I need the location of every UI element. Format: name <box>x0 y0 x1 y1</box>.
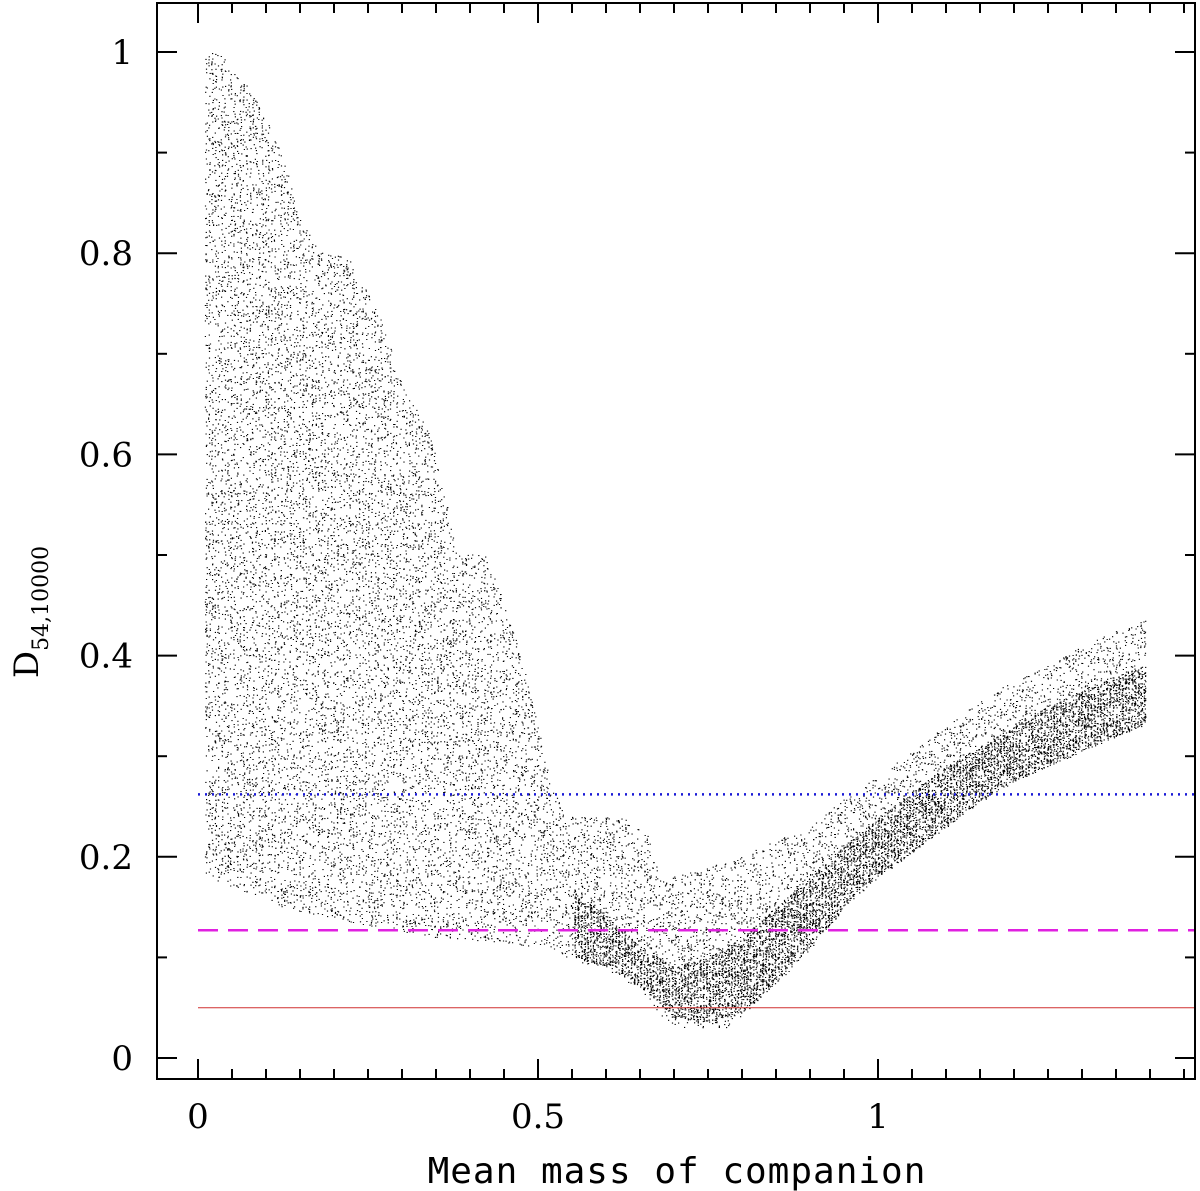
y-tick-label: 0 <box>111 1039 133 1079</box>
plot-frame <box>156 2 1196 1080</box>
y-axis-label-subscript: 54,10000 <box>29 546 54 651</box>
axis-ticks <box>157 3 1195 1079</box>
scatter-point-cloud <box>204 53 1147 1029</box>
x-axis-label: Mean mass of companion <box>428 1151 927 1191</box>
y-tick-label: 1 <box>111 33 133 73</box>
reference-lines <box>198 793 1194 1009</box>
y-tick-label: 0.6 <box>79 435 133 475</box>
y-axis-label-main: D <box>7 651 47 678</box>
x-tick-label: 0.5 <box>511 1097 565 1137</box>
y-tick-label: 0.8 <box>79 234 133 274</box>
x-tick-label: 0 <box>187 1097 209 1137</box>
y-tick-label: 0.4 <box>79 637 133 677</box>
y-tick-label: 0.2 <box>79 838 133 878</box>
x-tick-label: 1 <box>867 1097 889 1137</box>
tick-labels: 0 0.5 1 0 0.2 0.4 0.6 0.8 1 <box>79 33 889 1137</box>
y-axis-label: D54,10000 <box>7 546 54 678</box>
scatter-points <box>204 53 1147 1029</box>
